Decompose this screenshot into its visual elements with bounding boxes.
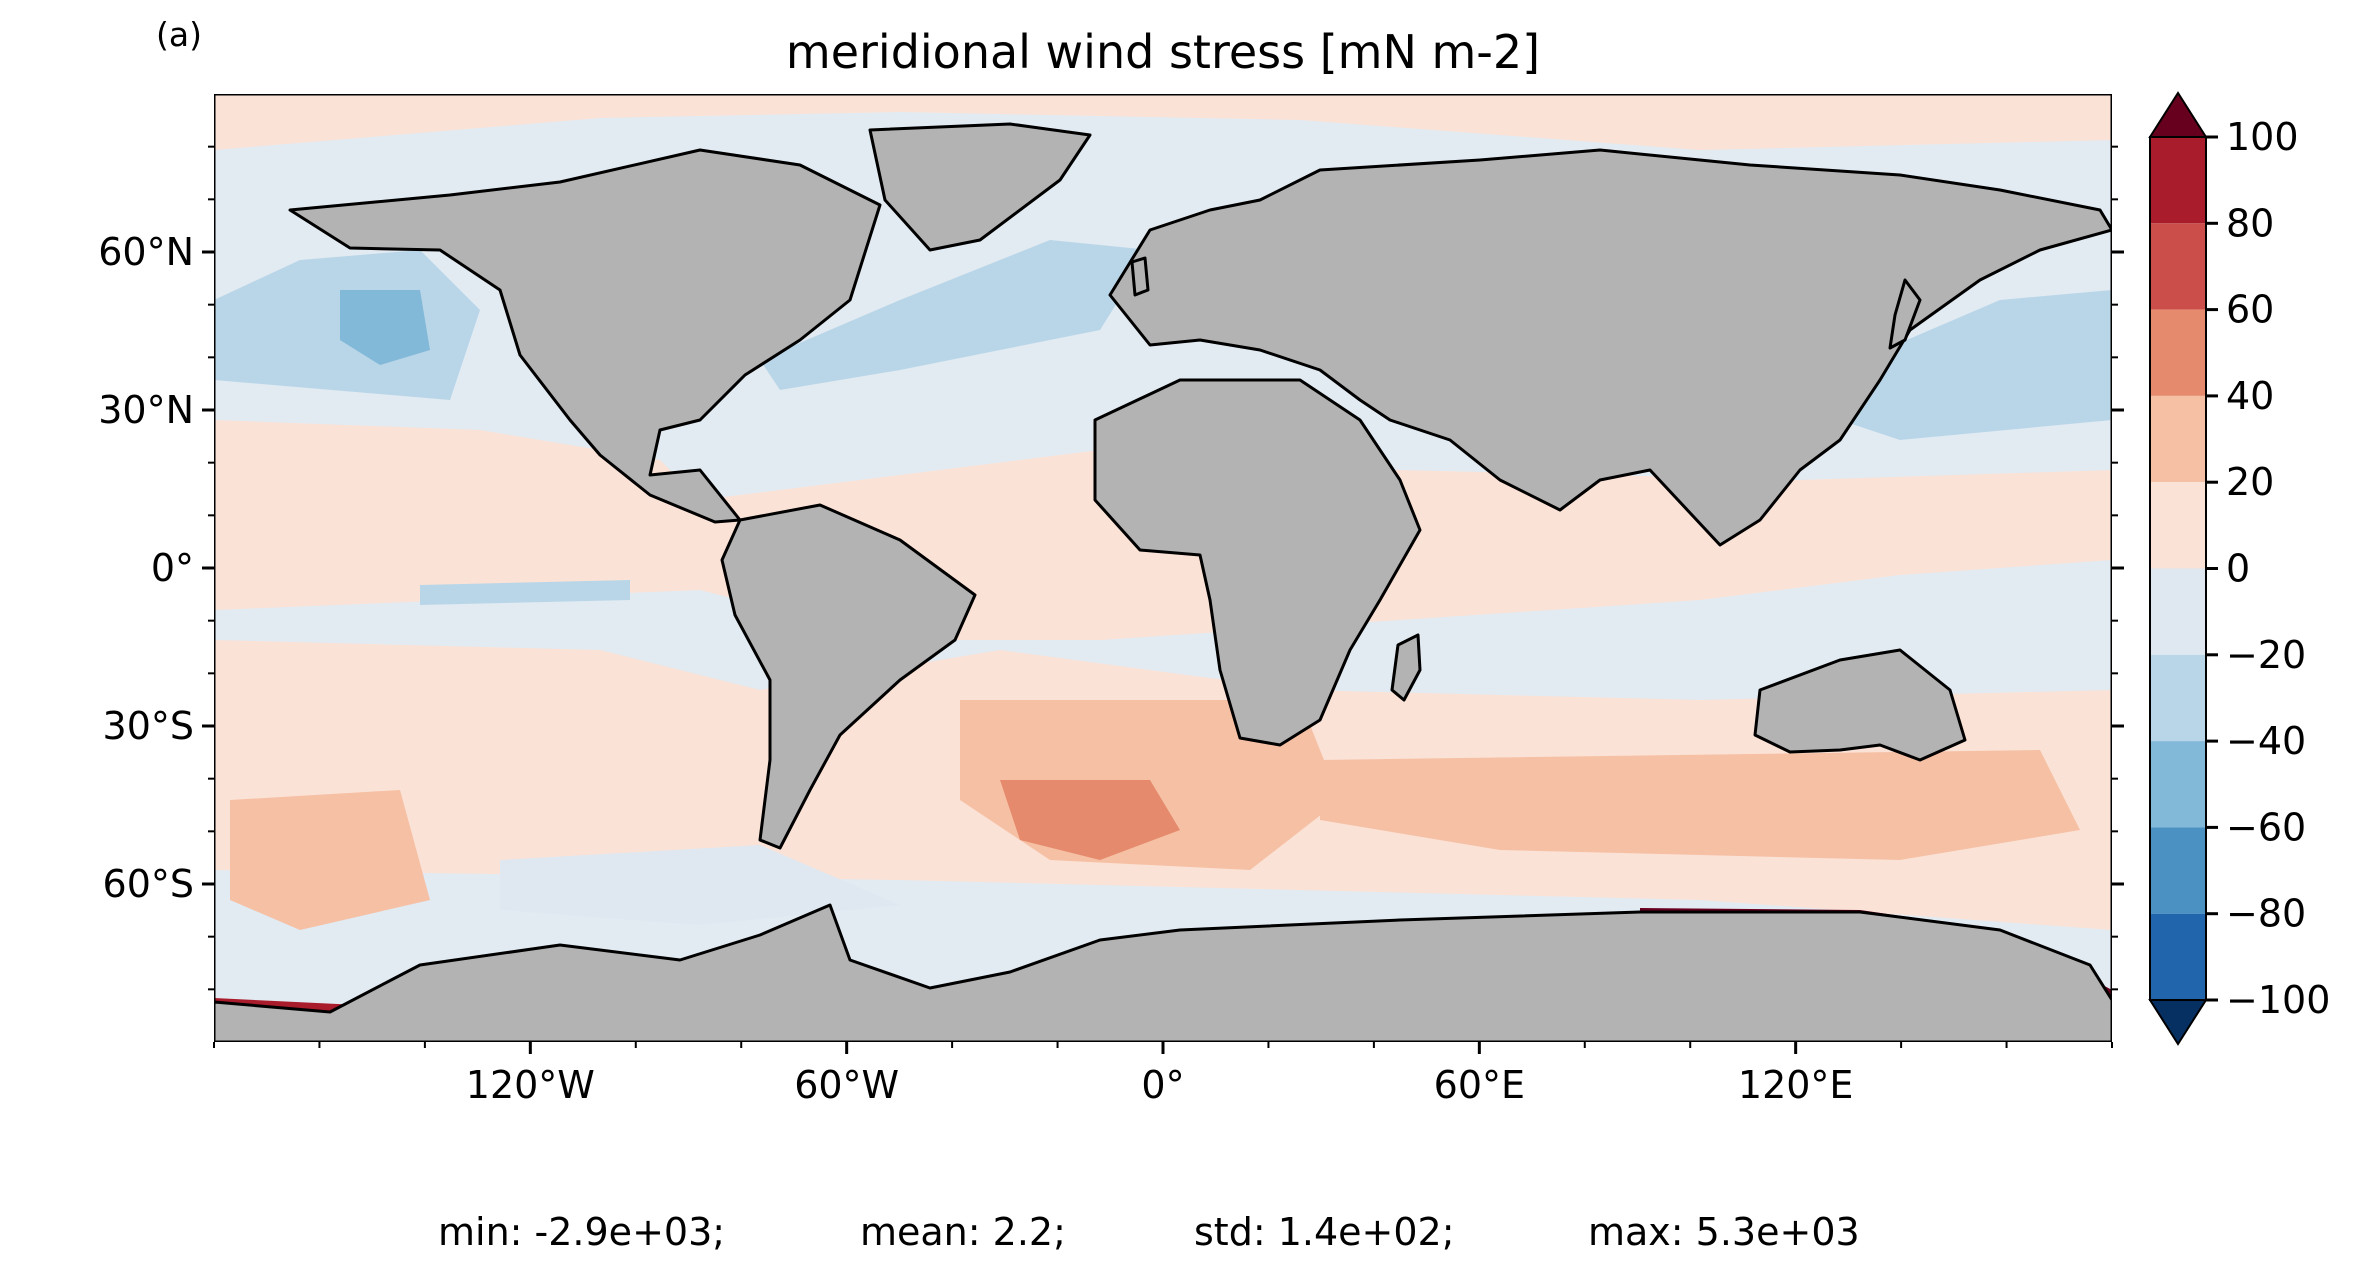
lon-tick-label: 120°W [466, 1063, 595, 1107]
land-greenland [868, 122, 1092, 252]
strong-positive-south-atlantic [1000, 780, 1180, 860]
longitude-axis: 120°W 60°W 0° 60°E 120°E [213, 1042, 2113, 1107]
colorbar-segment [2150, 741, 2206, 828]
map-area [214, 94, 2112, 1042]
colorbar: 100 80 60 40 20 0 −20 −40 −60 −80 −100 [2148, 91, 2330, 1046]
land-south-america [720, 503, 977, 850]
lat-tick-label: 0° [151, 546, 194, 590]
lat-tick-label: 60°N [98, 230, 194, 274]
negative-equatorial-pacific [420, 580, 630, 605]
colorbar-label: −40 [2226, 719, 2306, 763]
colorbar-segment [2150, 913, 2206, 1000]
colorbar-segment [2150, 309, 2206, 396]
colorbar-segment [2150, 137, 2206, 224]
colorbar-extend-min [2148, 999, 2208, 1046]
land-masses [214, 122, 2112, 1042]
southern-ocean-arc [500, 845, 900, 925]
colorbar-segment [2150, 223, 2206, 310]
negative-west-pacific [1840, 290, 2112, 440]
stat-mean: mean: 2.2; [860, 1210, 1066, 1254]
colorbar-label: 0 [2226, 547, 2250, 591]
colorbar-label: 40 [2226, 374, 2274, 418]
stat-std: std: 1.4e+02; [1194, 1210, 1455, 1254]
colorbar-segment [2150, 568, 2206, 655]
stat-min: min: -2.9e+03; [438, 1210, 725, 1254]
lon-tick-label: 60°E [1434, 1063, 1525, 1107]
lon-tick-label: 60°W [794, 1063, 899, 1107]
positive-south-pacific [230, 790, 430, 930]
colorbar-segment [2150, 482, 2206, 569]
wind-stress-field [214, 94, 2112, 1015]
colorbar-label: −80 [2226, 892, 2306, 936]
negative-north-atlantic [760, 240, 1150, 390]
colorbar-extend-max [2148, 91, 2208, 138]
lon-tick-label: 120°E [1738, 1063, 1854, 1107]
colorbar-label: 100 [2226, 115, 2299, 159]
land-madagascar [1390, 633, 1422, 702]
stat-max: max: 5.3e+03 [1588, 1210, 1860, 1254]
land-africa [1093, 378, 1422, 747]
colorbar-label: −20 [2226, 633, 2306, 677]
colorbar-label: −60 [2226, 805, 2306, 849]
land-antarctica [214, 903, 2112, 1042]
statistics-line: min: -2.9e+03; mean: 2.2; std: 1.4e+02; … [438, 1210, 1860, 1254]
colorbar-label: 20 [2226, 460, 2274, 504]
land-north-america [288, 148, 882, 524]
panel-label: (a) [156, 15, 202, 54]
latitude-axis: 60°N 30°N 0° 30°S 60°S [98, 145, 2124, 991]
colorbar-label: −100 [2226, 978, 2330, 1022]
lon-tick-label: 0° [1141, 1063, 1184, 1107]
land-uk [1130, 256, 1150, 297]
land-japan [1888, 278, 1922, 350]
map-title: meridional wind stress [mN m-2] [786, 25, 1540, 79]
lat-tick-label: 30°N [98, 388, 194, 432]
land-eurasia [1108, 148, 2112, 547]
positive-south-indian [1320, 750, 2080, 860]
colorbar-segment [2150, 395, 2206, 483]
colorbar-label: 80 [2226, 201, 2274, 245]
land-australia [1753, 648, 1967, 762]
positive-band-arctic [214, 94, 2112, 150]
strong-negative-north-pacific [340, 290, 430, 365]
colorbar-segment [2150, 654, 2206, 742]
colorbar-label: 60 [2226, 288, 2274, 332]
colorbar-segment [2150, 827, 2206, 914]
lat-tick-label: 60°S [103, 862, 194, 906]
lat-tick-label: 30°S [103, 704, 194, 748]
